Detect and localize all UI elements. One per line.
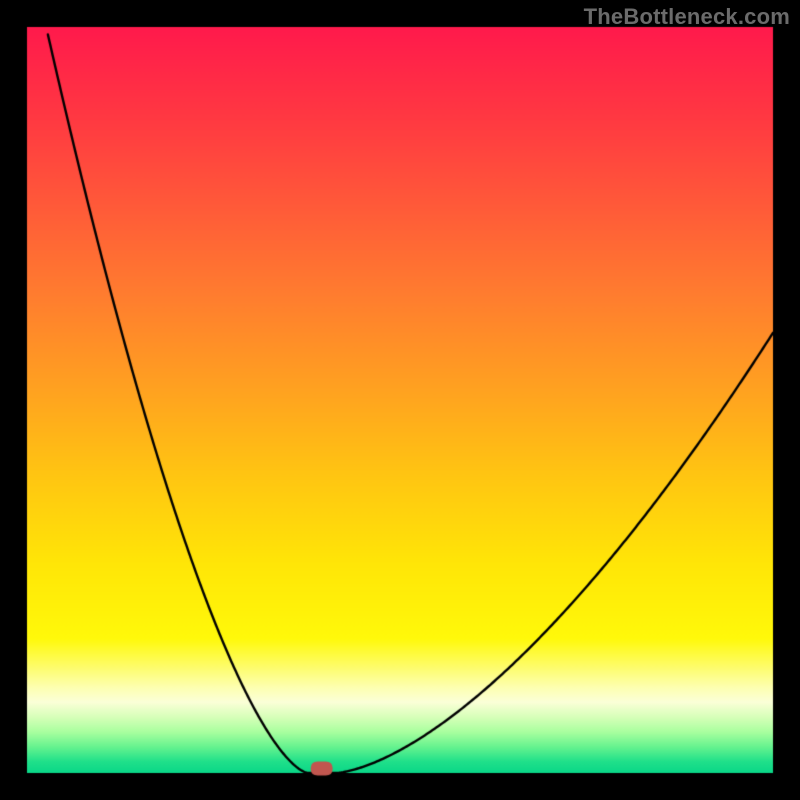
bottleneck-chart-canvas [0,0,800,800]
chart-stage: TheBottleneck.com [0,0,800,800]
watermark-text: TheBottleneck.com [584,4,790,30]
